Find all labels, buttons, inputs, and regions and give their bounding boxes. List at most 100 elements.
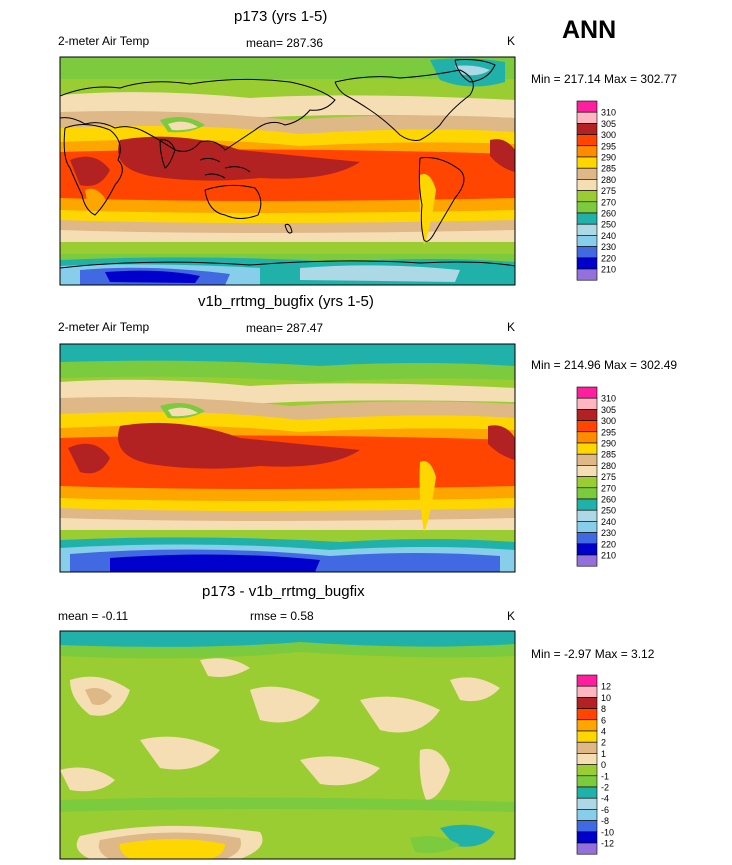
colorbar-tick-label: 220: [601, 253, 616, 263]
panel-2-title: v1b_rrtmg_bugfix (yrs 1-5): [198, 293, 374, 310]
panel-2-variable-label: 2-meter Air Temp: [58, 320, 150, 334]
colorbar-swatch: [576, 674, 598, 687]
colorbar-tick-label: -10: [601, 827, 614, 837]
colorbar-swatch: [576, 212, 598, 225]
colorbar-tick-label: -2: [601, 783, 609, 793]
colorbar-tick-label: 270: [601, 197, 616, 207]
colorbar-tick-label: 280: [601, 175, 616, 185]
colorbar-tick-label: 6: [601, 715, 606, 725]
colorbar-tick-label: 4: [601, 727, 606, 737]
colorbar-tick-label: 295: [601, 141, 616, 151]
colorbar-swatch: [576, 179, 598, 191]
colorbar-swatch: [576, 442, 598, 455]
colorbar-tick-label: 270: [601, 483, 616, 493]
colorbar-tick-label: 230: [601, 528, 616, 538]
colorbar-swatch: [576, 797, 598, 810]
panel-1-frame: [59, 56, 516, 286]
colorbar-swatch: [576, 775, 598, 788]
colorbar-swatch: [576, 246, 598, 259]
colorbar-tick-label: 305: [601, 119, 616, 129]
colorbar-tick-label: 210: [601, 551, 616, 561]
panel-2-mean-label: mean= 287.47: [246, 321, 324, 335]
colorbar-swatch: [576, 521, 598, 533]
colorbar-swatch: [576, 543, 598, 556]
colorbar-tick-label: 275: [601, 472, 616, 482]
colorbar-swatch: [576, 730, 598, 743]
colorbar-swatch: [576, 842, 598, 855]
colorbar-swatch: [576, 386, 598, 399]
colorbar-tick-label: 10: [601, 693, 611, 703]
colorbar-swatch: [576, 476, 598, 489]
colorbar-swatch: [576, 487, 598, 500]
colorbar-swatch: [576, 123, 598, 135]
colorbar-swatch: [576, 167, 598, 180]
panel-3-minmax: Min = -2.97 Max = 3.12: [531, 647, 655, 661]
colorbar-tick-label: -4: [601, 794, 609, 804]
colorbar-tick-label: 280: [601, 461, 616, 471]
panel-2-frame: [59, 343, 516, 573]
colorbar-swatch: [576, 190, 598, 203]
colorbar-swatch: [576, 465, 598, 477]
colorbar-swatch: [576, 753, 598, 765]
colorbar-tick-label: 240: [601, 231, 616, 241]
panel-1-variable-label: 2-meter Air Temp: [58, 34, 150, 48]
colorbar-swatch: [576, 134, 598, 147]
panel-2-colorbar: 3103053002952902852802752702602502402302…: [576, 386, 616, 567]
panel-3-frame: [59, 630, 516, 860]
colorbar-tick-label: 260: [601, 495, 616, 505]
panel-1-unit: K: [507, 34, 516, 48]
colorbar-swatch: [576, 820, 598, 833]
season-label: ANN: [562, 16, 617, 44]
colorbar-tick-label: 1: [601, 749, 606, 759]
colorbar-tick-label: 310: [601, 108, 616, 118]
colorbar-tick-label: 295: [601, 427, 616, 437]
panel-2-minmax: Min = 214.96 Max = 302.49: [531, 358, 678, 372]
colorbar-tick-label: 12: [601, 682, 611, 692]
colorbar-tick-label: 285: [601, 164, 616, 174]
colorbar-swatch: [576, 420, 598, 433]
panel-1-title: p173 (yrs 1-5): [234, 8, 328, 25]
colorbar-swatch: [576, 498, 598, 511]
colorbar-tick-label: 8: [601, 704, 606, 714]
colorbar-tick-label: -1: [601, 771, 609, 781]
panel-3-map: [60, 631, 515, 859]
panel-1-colorbar: 3103053002952902852802752702602502402302…: [576, 100, 616, 281]
panel-3-title: p173 - v1b_rrtmg_bugfix: [202, 583, 365, 600]
colorbar-tick-label: 250: [601, 220, 616, 230]
colorbar-tick-label: 290: [601, 439, 616, 449]
colorbar-swatch: [576, 201, 598, 214]
colorbar-tick-label: 240: [601, 517, 616, 527]
colorbar-tick-label: 230: [601, 242, 616, 252]
panel-1-map: [60, 57, 515, 285]
colorbar-tick-label: -8: [601, 816, 609, 826]
colorbar-tick-label: 220: [601, 539, 616, 549]
colorbar-tick-label: 2: [601, 738, 606, 748]
colorbar-tick-label: 305: [601, 405, 616, 415]
colorbar-tick-label: 285: [601, 450, 616, 460]
colorbar-swatch: [576, 532, 598, 545]
colorbar-swatch: [576, 431, 598, 444]
colorbar-swatch: [576, 257, 598, 270]
colorbar-swatch: [576, 223, 598, 236]
colorbar-swatch: [576, 831, 598, 844]
colorbar-tick-label: 310: [601, 394, 616, 404]
panel-3-rmse-label: rmse = 0.58: [250, 609, 314, 623]
panel-1-minmax: Min = 217.14 Max = 302.77: [531, 72, 678, 86]
colorbar-tick-label: 300: [601, 130, 616, 140]
colorbar-swatch: [576, 145, 598, 158]
colorbar-swatch: [576, 100, 598, 113]
colorbar-tick-label: 250: [601, 506, 616, 516]
panel-1-coastlines: [60, 59, 515, 269]
colorbar-swatch: [576, 268, 598, 281]
colorbar-swatch: [576, 156, 598, 169]
colorbar-swatch: [576, 409, 598, 421]
colorbar-tick-label: 300: [601, 416, 616, 426]
colorbar-swatch: [576, 509, 598, 522]
colorbar-tick-label: -12: [601, 839, 614, 849]
panel-2-unit: K: [507, 320, 516, 334]
panel-3-unit: K: [507, 609, 516, 623]
colorbar-tick-label: 260: [601, 209, 616, 219]
colorbar-swatch: [576, 554, 598, 567]
colorbar-swatch: [576, 685, 598, 698]
